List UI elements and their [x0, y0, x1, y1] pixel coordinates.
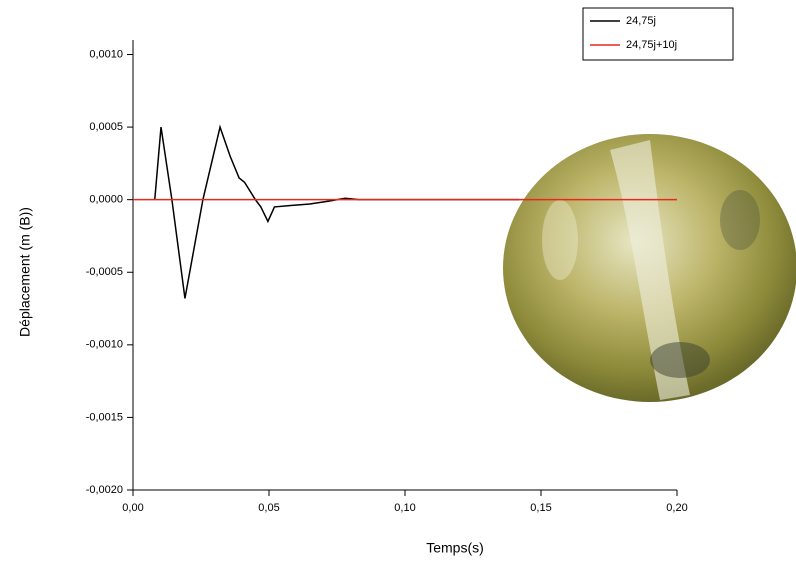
photo — [503, 134, 796, 402]
y-axis-label: Déplacement (m (B)) — [17, 207, 33, 337]
y-tick-label: 0,0010 — [89, 48, 123, 60]
y-tick-label: 0,0000 — [89, 194, 123, 206]
legend-box — [582, 7, 734, 61]
legend-label: 24,75j+10j — [626, 39, 677, 51]
series-line — [154, 124, 520, 299]
x-tick-label: 0,20 — [666, 502, 687, 514]
x-tick-label: 0,00 — [122, 502, 143, 514]
x-tick-label: 0,15 — [530, 502, 551, 514]
legend-label: 24,75j — [626, 15, 656, 27]
y-tick-label: -0,0020 — [86, 484, 123, 496]
y-tick-label: -0,0005 — [86, 266, 123, 278]
y-tick-label: -0,0010 — [86, 339, 123, 351]
y-tick-label: 0,0005 — [89, 121, 123, 133]
x-tick-label: 0,05 — [258, 502, 279, 514]
x-axis-label: Temps(s) — [426, 540, 484, 556]
y-tick-label: -0,0015 — [86, 411, 123, 423]
x-tick-label: 0,10 — [394, 502, 415, 514]
